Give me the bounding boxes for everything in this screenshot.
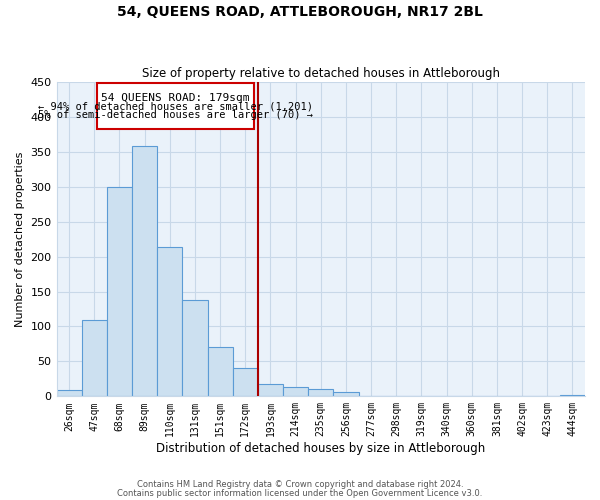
Bar <box>208 346 233 397</box>
Bar <box>283 388 308 396</box>
Text: 54, QUEENS ROAD, ATTLEBOROUGH, NR17 2BL: 54, QUEENS ROAD, ATTLEBOROUGH, NR17 2BL <box>117 5 483 19</box>
Bar <box>560 395 585 396</box>
Text: ← 94% of detached houses are smaller (1,201): ← 94% of detached houses are smaller (1,… <box>38 102 313 112</box>
Bar <box>107 187 132 396</box>
Bar <box>308 388 334 396</box>
Title: Size of property relative to detached houses in Attleborough: Size of property relative to detached ho… <box>142 66 500 80</box>
Bar <box>157 247 182 396</box>
Bar <box>132 146 157 396</box>
Bar <box>334 392 359 396</box>
Bar <box>233 368 258 396</box>
Text: Contains HM Land Registry data © Crown copyright and database right 2024.: Contains HM Land Registry data © Crown c… <box>137 480 463 489</box>
Bar <box>258 384 283 396</box>
Bar <box>56 390 82 396</box>
X-axis label: Distribution of detached houses by size in Attleborough: Distribution of detached houses by size … <box>156 442 485 455</box>
Y-axis label: Number of detached properties: Number of detached properties <box>15 152 25 327</box>
Text: 5% of semi-detached houses are larger (70) →: 5% of semi-detached houses are larger (7… <box>38 110 313 120</box>
Bar <box>82 320 107 396</box>
Bar <box>182 300 208 396</box>
Text: Contains public sector information licensed under the Open Government Licence v3: Contains public sector information licen… <box>118 488 482 498</box>
Text: 54 QUEENS ROAD: 179sqm: 54 QUEENS ROAD: 179sqm <box>101 93 250 103</box>
Bar <box>97 84 254 129</box>
